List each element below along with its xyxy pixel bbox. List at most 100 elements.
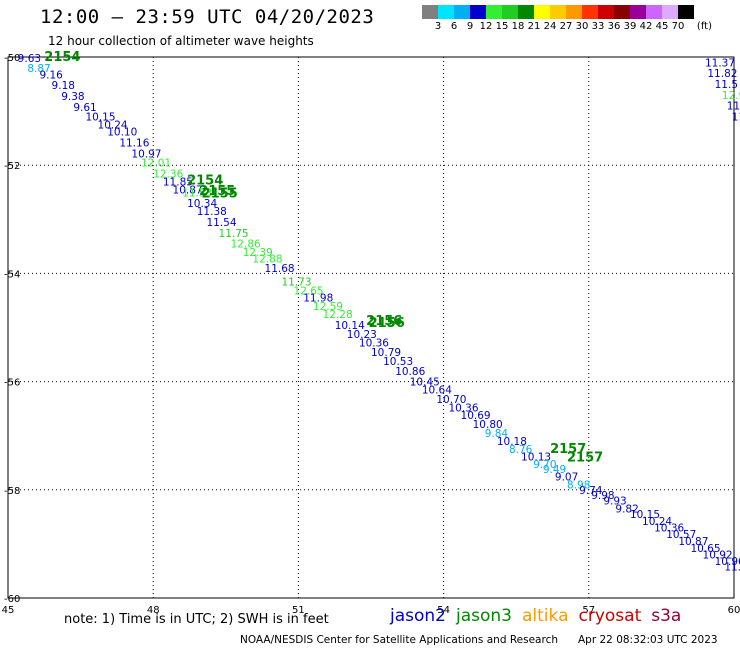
- y-tick-label: -58: [4, 486, 20, 497]
- legend-swatch: [614, 5, 630, 19]
- generation-timestamp: Apr 22 08:32:03 UTC 2023: [578, 634, 718, 646]
- wave-height-label: 11.82: [707, 68, 737, 80]
- wave-height-label: 10.53: [383, 356, 413, 368]
- legend-tick-label: 9: [466, 21, 474, 32]
- tick-labels: 45 48 51 54 57 60 -50 -52 -54 -56 -58 -60: [2, 53, 740, 616]
- wave-height-label: 10.24: [98, 120, 128, 132]
- legend-swatch: [486, 5, 502, 19]
- pass-number-label: 2156: [366, 314, 402, 329]
- wave-height-label: 10.18: [497, 436, 527, 448]
- legend-tick-label: 30: [575, 21, 589, 32]
- wave-height-label: 11.0: [724, 562, 740, 574]
- wave-height-label: 11: [732, 112, 740, 124]
- wave-height-label: 9.74: [579, 485, 603, 497]
- satellite-name: altika: [522, 606, 569, 626]
- x-tick-label: 48: [147, 605, 160, 616]
- wave-height-label: 12.59: [313, 301, 343, 313]
- x-tick-label: 54: [437, 605, 450, 616]
- legend-swatch: [662, 5, 678, 19]
- legend-swatch: [422, 5, 438, 19]
- wave-height-label: 10.87: [678, 536, 708, 548]
- wave-height-label: 9.70: [533, 459, 556, 471]
- legend-tick-label: 21: [527, 21, 541, 32]
- wave-height-label: 12.65: [294, 286, 324, 298]
- wave-height-label: 9.38: [61, 91, 84, 103]
- legend-swatch: [630, 5, 646, 19]
- legend-color-bar: [422, 5, 694, 19]
- wave-height-label: 11.: [727, 101, 740, 113]
- legend-swatch: [550, 5, 566, 19]
- plot-frame: [7, 56, 735, 599]
- wave-height-label: 11.5: [715, 79, 738, 91]
- pass-number-label: 2157: [550, 442, 586, 457]
- legend-tick-label: 36: [607, 21, 621, 32]
- pass-number-label: 2155: [202, 186, 238, 201]
- pass-number-label: 2157: [567, 450, 603, 465]
- wave-height-label: 12.88: [252, 253, 282, 265]
- wave-height-label: 8.87: [27, 63, 50, 75]
- y-tick-label: -52: [4, 161, 20, 172]
- wave-height-label: 11.68: [265, 263, 295, 275]
- y-tick-label: -54: [4, 269, 20, 280]
- wave-height-label: 9.07: [555, 471, 578, 483]
- legend-swatch: [566, 5, 582, 19]
- wave-height-label: 12.86: [231, 239, 261, 251]
- legend-unit: (ft): [696, 21, 712, 32]
- wave-height-label: 9.98: [591, 490, 614, 502]
- wave-height-label: 10.65: [690, 543, 720, 555]
- legend-tick-labels: 3 6 9 12 15 18 21 24 27 30 33 36 39 42 45 70: [422, 19, 694, 33]
- wave-height-label: 10.34: [187, 198, 217, 210]
- legend-tick-label: 24: [543, 21, 557, 32]
- wave-height-label: 10.24: [642, 516, 672, 528]
- color-legend: 3 6 9 12 15 18 21 24 27 30 33 36 39 42 45 70 (ft): [422, 5, 712, 39]
- legend-tick-label: 45: [655, 21, 669, 32]
- legend-tick-label: 27: [559, 21, 573, 32]
- page-title: 12:00 – 23:59 UTC 04/20/2023: [40, 6, 375, 28]
- wave-height-label: 12.36: [153, 168, 183, 180]
- wave-height-label: 10.96: [715, 556, 740, 568]
- wave-height-label: 11.85: [163, 176, 193, 188]
- wave-height-label: 10.13: [521, 451, 551, 463]
- legend-swatch: [646, 5, 662, 19]
- wave-height-label: 10.57: [666, 529, 696, 541]
- wave-height-label: 10.87: [173, 185, 203, 197]
- x-tick-label: 45: [2, 605, 15, 616]
- wave-height-label: 10.69: [461, 410, 491, 422]
- wave-height-label: 11.98: [303, 293, 333, 305]
- legend-tick-label: 33: [591, 21, 605, 32]
- wave-height-label: 11.54: [206, 217, 236, 229]
- wave-height-label: 8.98: [567, 479, 590, 491]
- footer-note: note: 1) Time is in UTC; 2) SWH is in fe…: [64, 612, 329, 627]
- x-tick-label: 57: [582, 605, 595, 616]
- satellite-name: cryosat: [578, 606, 642, 626]
- wave-height-label: 11.53: [182, 187, 212, 199]
- wave-height-label: 10.15: [85, 112, 115, 124]
- pass-number-label: 2154: [44, 50, 80, 65]
- wave-height-label: 10.14: [335, 320, 365, 332]
- wave-height-label: 9.93: [603, 496, 626, 508]
- legend-tick-label: 70: [671, 21, 685, 32]
- legend-swatch: [518, 5, 534, 19]
- page-subtitle: 12 hour collection of altimeter wave hei…: [48, 34, 314, 48]
- y-tick-label: -56: [4, 378, 20, 389]
- wave-height-label: 9.49: [543, 464, 566, 476]
- x-tick-label: 51: [292, 605, 305, 616]
- wave-height-label: 9.84: [485, 428, 509, 440]
- legend-swatch: [454, 5, 470, 19]
- legend-swatch: [678, 5, 694, 19]
- legend-tick-label: 42: [639, 21, 653, 32]
- wave-height-label: 11.73: [281, 277, 311, 289]
- satellite-name: jason3: [456, 606, 512, 626]
- axes: [7, 56, 735, 599]
- wave-height-label: 10.79: [371, 347, 401, 359]
- wave-height-label: 10.10: [107, 127, 137, 139]
- wave-height-label: 10.36: [359, 338, 389, 350]
- wave-height-label: 11.16: [119, 137, 149, 149]
- legend-swatch: [534, 5, 550, 19]
- wave-height-label: 10.92: [703, 550, 733, 562]
- wave-height-label: 9.18: [52, 80, 75, 92]
- pass-number-label: 2154: [187, 173, 223, 188]
- wave-height-label: 10.36: [654, 523, 684, 535]
